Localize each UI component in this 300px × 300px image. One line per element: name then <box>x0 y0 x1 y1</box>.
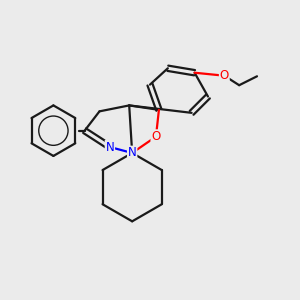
Text: N: N <box>128 146 136 160</box>
Text: N: N <box>106 140 114 154</box>
Text: O: O <box>220 69 229 82</box>
Text: O: O <box>151 130 160 143</box>
